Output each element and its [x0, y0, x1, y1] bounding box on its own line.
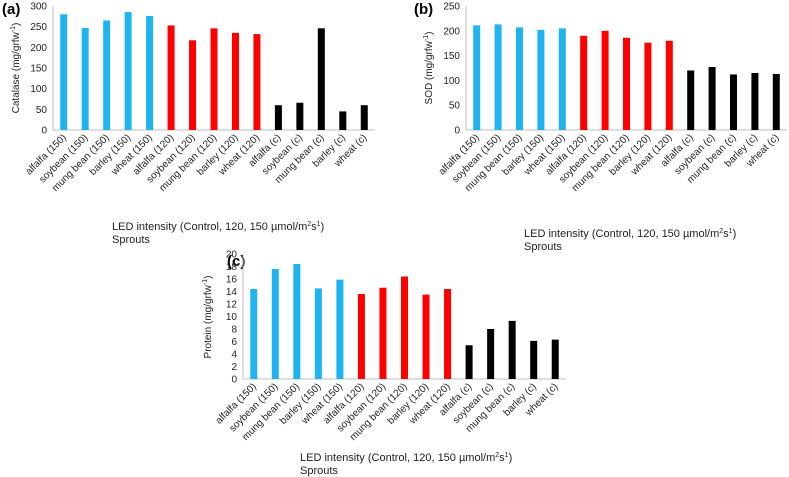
panel-c-label: (c) [227, 253, 245, 270]
panel-b-bar [601, 30, 609, 130]
panel-c-x-axis-title: LED intensity (Control, 120, 150 µmol/m2… [300, 452, 512, 464]
panel-c-bar [551, 339, 559, 379]
panel-a-y-tick: 250 [30, 22, 47, 33]
panel-c-y-tick: 20 [226, 250, 238, 261]
panel-b-bar [751, 72, 759, 130]
panel-b-bar [730, 74, 737, 130]
panel-a-bar [167, 25, 175, 130]
panel-b-y-tick: 50 [449, 101, 461, 112]
panel-b-x-axis-title: LED intensity (Control, 120, 150 µmol/m2… [524, 228, 736, 240]
panel-c-bar [271, 269, 279, 379]
panel-b-y-tick: 0 [454, 126, 460, 137]
panel-a-bar [339, 111, 347, 130]
panel-a-y-axis-title: Catalase (mg/grfw-1) [10, 23, 22, 114]
panel-a-bar [60, 14, 68, 131]
panel-c-y-tick: 6 [231, 337, 237, 348]
panel-a-y-tick: 50 [36, 105, 48, 116]
panel-c-y-tick: 2 [231, 362, 237, 373]
panel-a-bar [317, 28, 325, 130]
panel-b-label: (b) [414, 1, 433, 18]
panel-b-bar [580, 35, 588, 131]
panel-a-bar [103, 20, 111, 130]
panel-c-bar [314, 288, 322, 379]
panel-c-bar [508, 320, 516, 379]
panel-c-bar [336, 279, 344, 379]
panel-c-bar [530, 340, 538, 379]
panel-a-bar [146, 15, 154, 131]
panel-c-y-tick: 14 [226, 287, 238, 298]
panel-b-y-tick: 200 [443, 26, 460, 37]
panel-b-y-tick: 100 [443, 76, 460, 87]
panel-a-y-tick: 200 [30, 43, 47, 54]
panel-a-bar [360, 105, 368, 130]
panel-c-y-tick: 18 [226, 262, 238, 273]
panel-b-bar [623, 37, 630, 130]
panel-b-y-tick: 150 [443, 51, 460, 62]
panel-a-label: (a) [2, 1, 20, 18]
panel-b-bar [687, 70, 695, 130]
panel-a-bar [189, 40, 197, 130]
panel-a-y-tick: 100 [30, 84, 47, 95]
panel-a-bar [81, 27, 89, 131]
panel-a-bar [253, 34, 261, 130]
panel-c-bar [401, 276, 408, 379]
panel-c-bar [250, 289, 258, 379]
panel-a-y-tick: 0 [41, 126, 47, 137]
panel-c-bar [422, 294, 430, 379]
panel-c-bar [293, 264, 301, 379]
panel-b-bar [772, 73, 780, 130]
panel-c-bar [379, 287, 387, 379]
panel-a-x-axis-subtitle: Sprouts [112, 234, 150, 246]
panel-b-y-axis-title: SOD (mg/grfw-1) [423, 32, 435, 105]
panel-b-bar [516, 27, 523, 130]
panel-c-y-tick: 8 [231, 325, 237, 336]
panel-b-bar [708, 67, 716, 130]
panel-b-bar [537, 29, 545, 131]
panel-c-y-tick: 10 [226, 312, 238, 323]
panel-c-y-tick: 4 [231, 350, 237, 361]
panel-b-bar [644, 42, 652, 131]
panel-a-y-tick: 300 [30, 2, 47, 13]
panel-a-bar [296, 102, 304, 130]
panel-a-bar [231, 32, 239, 130]
panel-c-y-axis-title: Protein (mg/grfw-1) [202, 276, 214, 359]
panel-c-y-tick: 16 [226, 275, 238, 286]
panel-c-bar [487, 329, 495, 379]
panel-a-x-axis-title: LED intensity (Control, 120, 150 µmol/m2… [112, 221, 324, 233]
panel-c-bar [465, 345, 473, 379]
panel-b-y-tick: 250 [443, 2, 460, 13]
panel-c-y-tick: 12 [226, 300, 238, 311]
panel-c-y-tick: 0 [231, 375, 237, 386]
panel-b-bar [665, 40, 673, 130]
panel-c-bar [357, 294, 365, 379]
panel-b-bar [494, 24, 502, 131]
panel-a-bar [274, 105, 282, 130]
panel-c-x-axis-subtitle: Sprouts [300, 465, 338, 477]
panel-b-bar [473, 25, 481, 130]
panel-c-bar [444, 289, 452, 379]
panel-a-y-tick: 150 [30, 64, 47, 75]
panel-b-bar [558, 28, 566, 130]
panel-b-x-axis-subtitle: Sprouts [524, 241, 562, 253]
panel-a-bar [124, 12, 132, 131]
panel-a-bar [210, 28, 218, 130]
